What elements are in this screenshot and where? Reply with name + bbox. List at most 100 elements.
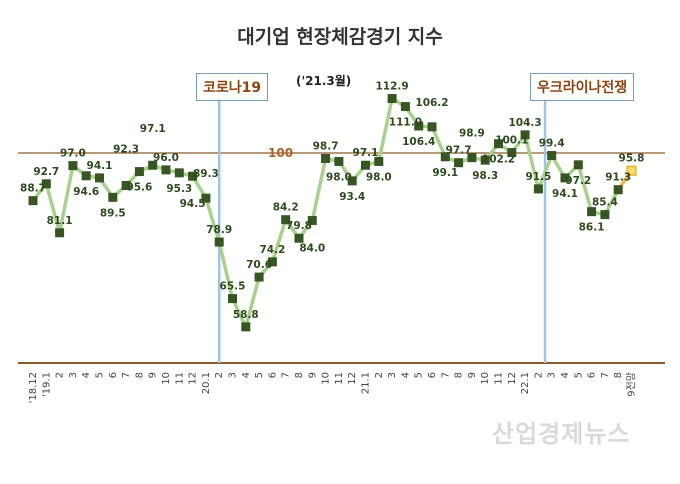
x-tick-label: 6 [587, 372, 598, 378]
data-label: 92.3 [113, 143, 139, 155]
x-tick-label: 10 [321, 372, 332, 385]
data-point [174, 168, 184, 178]
x-tick-label: 6 [108, 372, 119, 378]
reference-label: 100 [268, 146, 294, 160]
data-point [134, 167, 144, 177]
x-tick-label: 2 [214, 372, 225, 378]
data-label: 100.1 [495, 135, 528, 147]
x-tick-label: 12 [507, 372, 518, 385]
chart-title: 대기업 현장체감경기 지수 [237, 26, 443, 48]
x-tick-label: 11 [494, 372, 505, 385]
x-tick-label: 4 [81, 372, 92, 378]
data-label: 99.1 [432, 167, 458, 179]
x-tick-label: 8 [134, 372, 145, 378]
data-label: 94.6 [73, 186, 99, 198]
data-label: 97.1 [140, 123, 166, 135]
data-point [361, 160, 370, 170]
data-label: 84.0 [299, 243, 325, 255]
x-tick-label: 3 [547, 372, 558, 378]
data-point [440, 152, 450, 162]
x-tick-label: 10 [161, 372, 172, 385]
data-point [467, 153, 477, 163]
data-label: 98.0 [366, 171, 392, 183]
data-label: 96.0 [153, 152, 179, 164]
ukraine-annotation: 우크라이나전쟁 [530, 73, 635, 101]
x-tick-label: 21.1 [361, 372, 372, 394]
data-label: 98.0 [326, 171, 352, 183]
data-point [494, 139, 503, 149]
x-tick-label: 6 [427, 372, 438, 378]
data-label: 95.6 [126, 182, 152, 194]
x-tick-label: 9 [467, 372, 478, 378]
data-point [294, 233, 304, 243]
data-point [95, 173, 104, 183]
data-point [108, 192, 118, 202]
data-label: 98.3 [472, 170, 498, 182]
data-label: 93.4 [339, 191, 365, 203]
data-point [560, 173, 570, 183]
x-tick-label: 11 [174, 372, 185, 385]
data-label: 95.3 [166, 183, 192, 195]
x-tick-label: 3 [387, 372, 398, 378]
data-label: 94.1 [87, 160, 113, 172]
data-label: 89.5 [100, 207, 126, 219]
data-label: 88.7 [20, 183, 46, 195]
x-tick-label: 20.1 [201, 372, 212, 394]
data-point [68, 161, 78, 171]
x-tick-label: '18.12 [28, 372, 39, 403]
data-label: 85.4 [592, 197, 618, 209]
data-label: 65.5 [220, 281, 246, 293]
data-label: 97.0 [60, 148, 86, 160]
x-tick-label: 9 [307, 372, 318, 378]
data-point [387, 94, 397, 104]
data-point [307, 216, 317, 226]
x-tick-label: 3 [68, 372, 79, 378]
x-tick-label: 8 [454, 372, 465, 378]
watermark: 산업경제뉴스 [492, 420, 631, 448]
data-point [41, 179, 51, 189]
data-point [507, 148, 517, 158]
data-label: 74.2 [259, 244, 285, 256]
data-point [533, 184, 543, 194]
x-tick-label: 22.1 [520, 372, 531, 394]
data-label: 99.4 [539, 138, 565, 150]
x-tick-label: 8 [294, 372, 305, 378]
x-tick-label: 7 [121, 372, 132, 378]
x-tick-label: 5 [95, 372, 106, 378]
data-point [334, 156, 344, 166]
x-tick-label: 6 [267, 372, 278, 378]
data-label: 79.8 [286, 220, 312, 232]
data-label: 98.9 [459, 128, 485, 140]
data-label: 84.2 [273, 202, 299, 214]
data-label: 95.8 [619, 153, 645, 165]
data-point [214, 237, 224, 247]
data-label: 98.7 [313, 140, 339, 152]
data-label: 111.0 [389, 117, 422, 129]
x-tick-label: 8 [613, 372, 624, 378]
x-tick-label: 7 [440, 372, 451, 378]
x-tick-label: 3 [228, 372, 239, 378]
data-point [573, 160, 583, 170]
data-label: 112.9 [375, 81, 408, 93]
data-label: 78.9 [206, 224, 232, 236]
data-point [228, 294, 237, 304]
x-tick-label: 2 [533, 372, 544, 378]
data-point [281, 215, 291, 225]
data-point [241, 322, 251, 332]
data-point [267, 257, 277, 267]
x-tick-label: 5 [573, 372, 584, 378]
data-point [347, 176, 357, 186]
x-tick-label: 12 [188, 372, 199, 385]
data-point [81, 171, 91, 181]
x-tick-label: 4 [560, 372, 571, 378]
x-tick-label: 5 [254, 372, 265, 378]
data-label: 92.7 [33, 166, 59, 178]
data-point [480, 155, 490, 165]
data-label: 58.8 [233, 309, 259, 321]
data-label: 91.5 [525, 171, 551, 183]
x-tick-label: 5 [414, 372, 425, 378]
peak-note: ('21.3월) [296, 74, 352, 88]
x-tick-label: '19.1 [41, 372, 52, 397]
x-tick-label: 10 [480, 372, 491, 385]
